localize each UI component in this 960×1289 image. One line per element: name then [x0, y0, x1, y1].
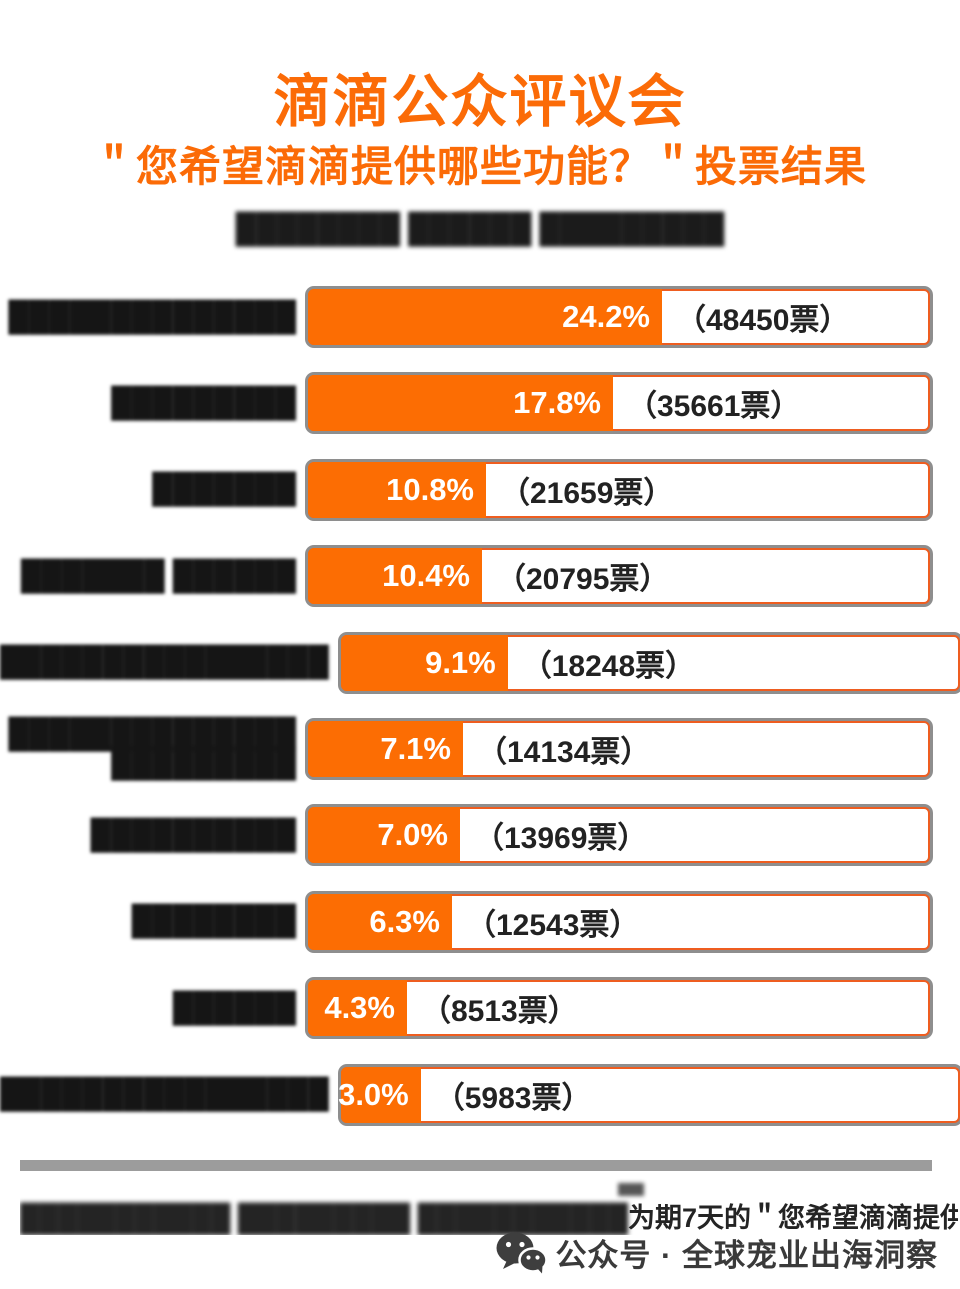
- bar-track: 7.1% （14134票）: [308, 720, 930, 777]
- bar-chart: ██████████████ 24.2% （48450票） █████████ …: [0, 289, 960, 1123]
- bar-track: 17.8% （35661票）: [308, 375, 930, 432]
- bar-track: 24.2% （48450票）: [308, 289, 930, 345]
- bar-votes-value: （8513票）: [421, 995, 578, 1029]
- bar-percent-value: 10.4%: [382, 558, 470, 594]
- page-subtitle: ＂您希望滴滴提供哪些功能？＂投票结果: [92, 143, 867, 190]
- bar-percent-value: 9.1%: [425, 644, 496, 680]
- bar-fill: 4.3%: [308, 980, 407, 1037]
- bar-row: ███████ ██████ 10.4% （20795票）: [0, 548, 960, 605]
- bar-fill: 10.4%: [308, 548, 482, 605]
- bar-row: ██████ 4.3% （8513票）: [0, 980, 960, 1037]
- bar-votes-value: （21659票）: [500, 476, 674, 510]
- bar-category-label-illegible: ██████: [172, 991, 296, 1024]
- bar-fill: 3.0%: [338, 1066, 421, 1123]
- bar-percent-value: 4.3%: [324, 990, 395, 1026]
- bar-fill: 17.8%: [308, 375, 613, 432]
- bar-track: 10.4% （20795票）: [308, 548, 930, 605]
- bar-category-label-illegible: ████████: [131, 905, 296, 938]
- bar-category-label-illegible: ███████: [152, 473, 296, 506]
- bar-row: ████████████████ 9.1% （18248票）: [0, 634, 960, 691]
- bar-row: ████████████████ 3.0% （5983票）: [0, 1066, 960, 1123]
- bar-track: 3.0% （5983票）: [338, 1066, 960, 1123]
- bar-percent-value: 3.0%: [338, 1076, 409, 1112]
- bar-fill: 7.1%: [308, 720, 463, 777]
- bar-category-label-illegible: ██████████: [90, 818, 296, 851]
- bar-category-label-illegible: █████████: [111, 386, 296, 419]
- bar-row: ████████ 6.3% （12543票）: [0, 893, 960, 950]
- bar-fill: 6.3%: [308, 893, 452, 950]
- bar-percent-value: 10.8%: [386, 471, 474, 507]
- bar-percent-value: 6.3%: [369, 903, 440, 939]
- bar-row: ███████ 10.8% （21659票）: [0, 461, 960, 518]
- bar-row: ██████████████ █████████ 7.1% （14134票）: [0, 717, 960, 779]
- footer-source-readable: 为期7天的＂您希望滴滴提供哪些功能？＂投票: [628, 1203, 958, 1233]
- bar-votes-value: （35661票）: [627, 390, 801, 424]
- bar-votes-value: （20795票）: [496, 563, 670, 597]
- bar-percent-value: 17.8%: [513, 385, 601, 421]
- bar-category-label-illegible: ████████████████: [0, 1078, 329, 1111]
- bar-category-label-illegible: ██████████████: [8, 300, 296, 333]
- bar-fill: 24.2%: [308, 289, 662, 345]
- bar-row: ██████████████ 24.2% （48450票）: [0, 289, 960, 345]
- footer-source-illegible: ███████████ █████████ ███████████: [20, 1203, 629, 1233]
- bar-category-label-illegible: ████████████████: [0, 646, 329, 679]
- bar-category-label-illegible: ███████ ██████: [20, 559, 296, 592]
- bar-fill: 9.1%: [340, 634, 508, 691]
- bar-votes-value: （13969票）: [474, 822, 648, 856]
- bar-track: 4.3% （8513票）: [308, 980, 930, 1037]
- bar-votes-value: （14134票）: [477, 735, 651, 769]
- bar-row: █████████ 17.8% （35661票）: [0, 375, 960, 432]
- bar-row: ██████████ 7.0% （13969票）: [0, 807, 960, 864]
- bar-track: 10.8% （21659票）: [308, 461, 930, 518]
- bar-fill: 7.0%: [308, 807, 460, 864]
- bar-percent-value: 7.0%: [377, 817, 448, 853]
- footer-account: 公众号 · 全球宠业出海洞察: [496, 1230, 938, 1275]
- bar-votes-value: （18248票）: [521, 649, 696, 683]
- footer-divider: [20, 1160, 932, 1171]
- bar-percent-value: 7.1%: [380, 730, 451, 766]
- bar-category-label-illegible: ██████████████ █████████: [8, 717, 296, 779]
- page-title: 滴滴公众评议会: [273, 70, 687, 134]
- bar-votes-value: （48450票）: [676, 304, 850, 337]
- footer-source-line: ███████████ █████████ ███████████ 为期7天的＂…: [20, 1196, 958, 1235]
- bar-fill: 10.8%: [308, 461, 486, 518]
- bar-track: 9.1% （18248票）: [340, 634, 960, 691]
- bar-votes-value: （12543票）: [466, 908, 640, 942]
- bar-percent-value: 24.2%: [562, 299, 650, 334]
- footnote-mark-illegible: [618, 1183, 644, 1196]
- wechat-icon: [496, 1232, 547, 1274]
- bar-track: 6.3% （12543票）: [308, 893, 930, 950]
- meta-line-illegible: ████████ ██████ █████████: [235, 213, 725, 245]
- bar-votes-value: （5983票）: [434, 1081, 592, 1115]
- bar-track: 7.0% （13969票）: [308, 807, 930, 864]
- account-name: 公众号 · 全球宠业出海洞察: [555, 1238, 938, 1273]
